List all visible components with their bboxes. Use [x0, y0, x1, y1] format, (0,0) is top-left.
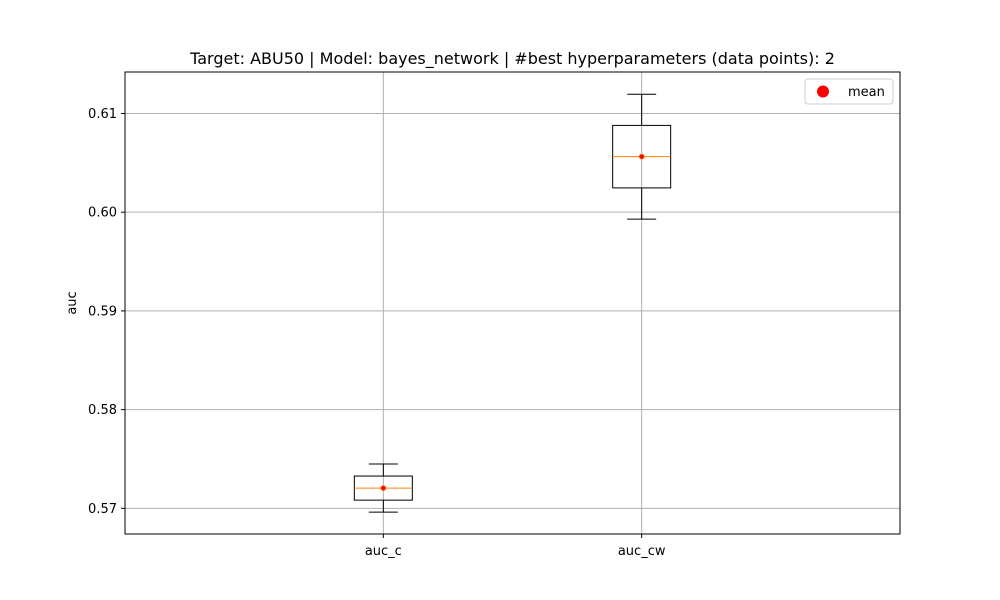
x-tick-label: auc_c [365, 544, 402, 559]
legend-mean-label: mean [848, 85, 885, 100]
legend-frame [804, 78, 894, 105]
mean-marker [638, 153, 645, 160]
box-auc_cw [612, 93, 672, 220]
y-tick-label: 0.61 [88, 107, 117, 122]
y-tick-label: 0.57 [88, 502, 117, 517]
plot-area-frame [124, 71, 901, 535]
y-tick-label: 0.58 [88, 403, 117, 418]
y-axis-label: auc [65, 291, 80, 314]
y-tick-label: 0.60 [88, 206, 117, 221]
grid-lines [125, 72, 900, 534]
y-tick-label: 0.59 [88, 304, 117, 319]
legend: mean [804, 78, 894, 105]
boxes [353, 93, 672, 513]
chart-title: Target: ABU50 | Model: bayes_network | #… [189, 49, 835, 69]
x-tick-label: auc_cw [618, 544, 666, 559]
mean-marker [380, 485, 387, 491]
axis-ticks: 0.57 0.58 0.59 0.60 0.61 auc_c auc_cw [88, 107, 666, 559]
legend-mean-marker [817, 85, 829, 98]
box-auc_c [353, 463, 413, 513]
